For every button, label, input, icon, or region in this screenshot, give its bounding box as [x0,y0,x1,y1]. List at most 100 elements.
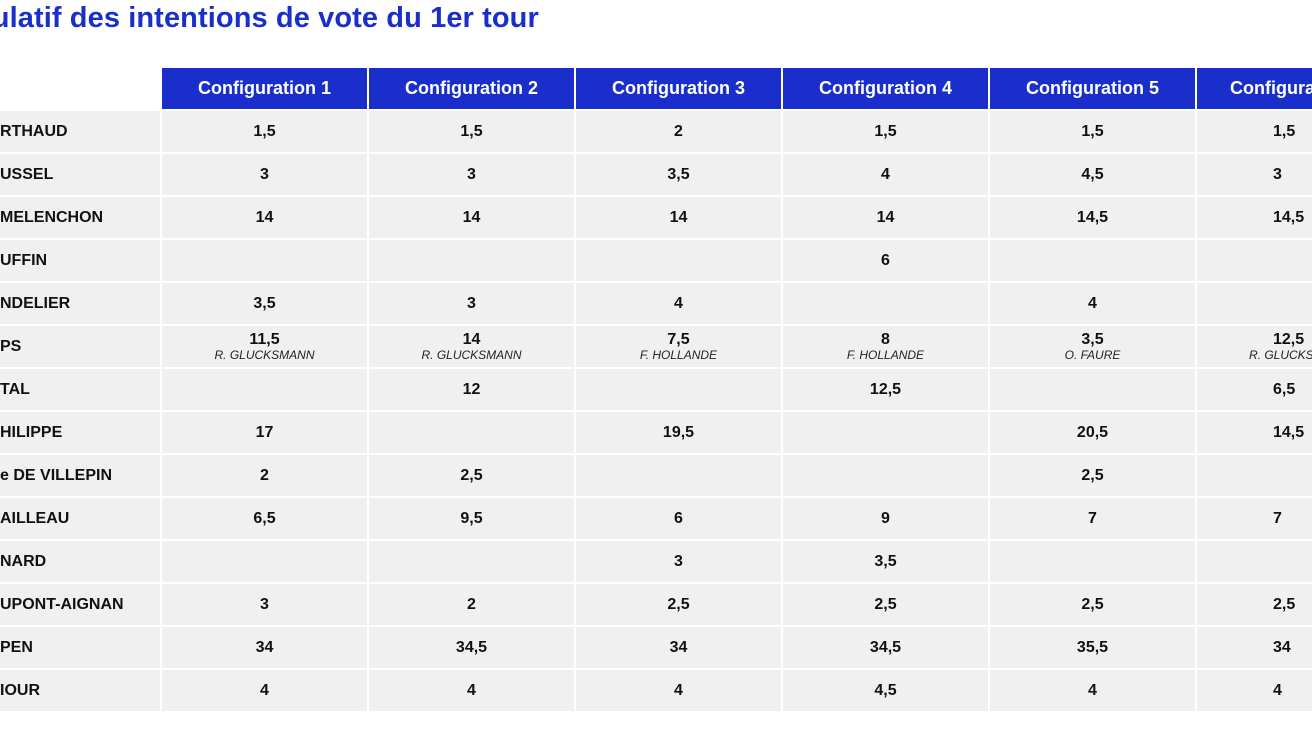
candidate-name: NARD [0,541,160,582]
cell-value: 3 [1273,165,1282,183]
column-header: Configuration 1 [162,68,367,109]
table-cell: 7 [1197,498,1312,539]
table-cell: 11,5 R. GLUCKSMANN [162,326,367,367]
cell-value: 4 [674,294,683,312]
table-cell: 2,5 [576,584,781,625]
table-cell: 4 [576,670,781,711]
table-cell: 3 [369,154,574,195]
cell-value: 4 [467,681,476,699]
column-header: Configura [1197,68,1312,109]
table-cell: 12,5 [783,369,988,410]
table-cell: 4 [369,670,574,711]
table-cell: 14 R. GLUCKSMANN [369,326,574,367]
table-cell [162,541,367,582]
table-cell: 2,5 [1197,584,1312,625]
table-cell: 6 [576,498,781,539]
table-row: PEN 34 34,5 34 34,5 35,5 34 [0,627,1312,668]
cell-value: 12,5 [1273,331,1305,348]
candidate-name: e DE VILLEPIN [0,455,160,496]
cell-value: 2,5 [1081,595,1104,613]
cell-value: 14,5 [1273,208,1305,226]
cell-value: 11,5 [249,331,280,348]
table-row: e DE VILLEPIN 2 2,5 2,5 [0,455,1312,496]
vote-intentions-table: Configuration 1 Configuration 2 Configurat… [0,68,1312,711]
table-cell: 8 F. HOLLANDE [783,326,988,367]
table-cell: 4 [990,283,1195,324]
table-cell [369,412,574,453]
table-cell: 4,5 [783,670,988,711]
cell-value: 8 [881,331,890,348]
table-cell: 2 [576,111,781,152]
table-cell [783,283,988,324]
table-row: USSEL 3 3 3,5 4 4,5 3 [0,154,1312,195]
table-cell: 12,5 R. GLUCKSI [1197,326,1312,367]
candidate-name: UPONT-AIGNAN [0,584,160,625]
table-corner [0,68,160,109]
table-cell: 1,5 [1197,111,1312,152]
cell-candidate-note: O. FAURE [1064,348,1121,362]
cell-candidate-note: R. GLUCKSMANN [421,348,522,362]
table-cell: 14 [162,197,367,238]
table-cell: 20,5 [990,412,1195,453]
table-cell [576,240,781,281]
table-cell: 2 [369,584,574,625]
table-cell: 4 [576,283,781,324]
cell-value: 6 [881,251,890,269]
cell-value: 9 [881,509,890,527]
cell-value: 4 [881,165,890,183]
table-row: AILLEAU 6,5 9,5 6 9 7 7 [0,498,1312,539]
table-cell: 2,5 [990,584,1195,625]
column-header: Configuration 3 [576,68,781,109]
table-cell [576,369,781,410]
candidate-name: IOUR [0,670,160,711]
table-cell: 4,5 [990,154,1195,195]
cell-value: 14 [462,331,481,348]
page-title: tulatif des intentions de vote du 1er to… [0,2,539,34]
table-cell: 9,5 [369,498,574,539]
cell-value: 1,5 [460,122,483,140]
cell-value: 34 [255,638,274,656]
candidate-name: UFFIN [0,240,160,281]
table-cell: 4 [990,670,1195,711]
candidate-name: NDELIER [0,283,160,324]
table-row: HILIPPE 17 19,5 20,5 14,5 [0,412,1312,453]
cell-value: 2,5 [1081,466,1104,484]
table-cell [990,369,1195,410]
cell-value: 2,5 [667,595,690,613]
table-cell [1197,455,1312,496]
cell-value: 2 [467,595,476,613]
cell-value: 14 [462,208,481,226]
cell-value: 9,5 [460,509,483,527]
table-cell: 14,5 [990,197,1195,238]
cell-value: 2 [260,466,269,484]
candidate-name: USSEL [0,154,160,195]
table-cell: 2 [162,455,367,496]
table-cell: 3,5 [162,283,367,324]
cell-value: 1,5 [1081,122,1104,140]
table-cell: 1,5 [162,111,367,152]
table-cell [162,369,367,410]
table-cell: 3 [162,584,367,625]
table-body: RTHAUD 1,5 1,5 2 1,5 1,5 1,5 USSEL 3 3 3,5 4 4,5 3 MEL… [0,111,1312,711]
table-cell: 3,5 O. FAURE [990,326,1195,367]
table-cell: 34,5 [783,627,988,668]
candidate-name: RTHAUD [0,111,160,152]
table-cell [576,455,781,496]
cell-value: 7 [1273,509,1282,527]
table-cell: 3 [162,154,367,195]
cell-value: 3,5 [253,294,276,312]
table-cell [1197,240,1312,281]
table-cell: 2,5 [990,455,1195,496]
table-header-row: Configuration 1 Configuration 2 Configurat… [0,68,1312,109]
table-cell: 1,5 [783,111,988,152]
candidate-name: PS [0,326,160,367]
table-cell: 17 [162,412,367,453]
table-cell: 14 [783,197,988,238]
table-cell: 1,5 [990,111,1195,152]
table-cell: 2,5 [783,584,988,625]
table-cell: 9 [783,498,988,539]
cell-value: 2,5 [460,466,483,484]
cell-value: 14 [669,208,688,226]
cell-candidate-note: F. HOLLANDE [639,348,718,362]
cell-value: 4 [1088,294,1097,312]
